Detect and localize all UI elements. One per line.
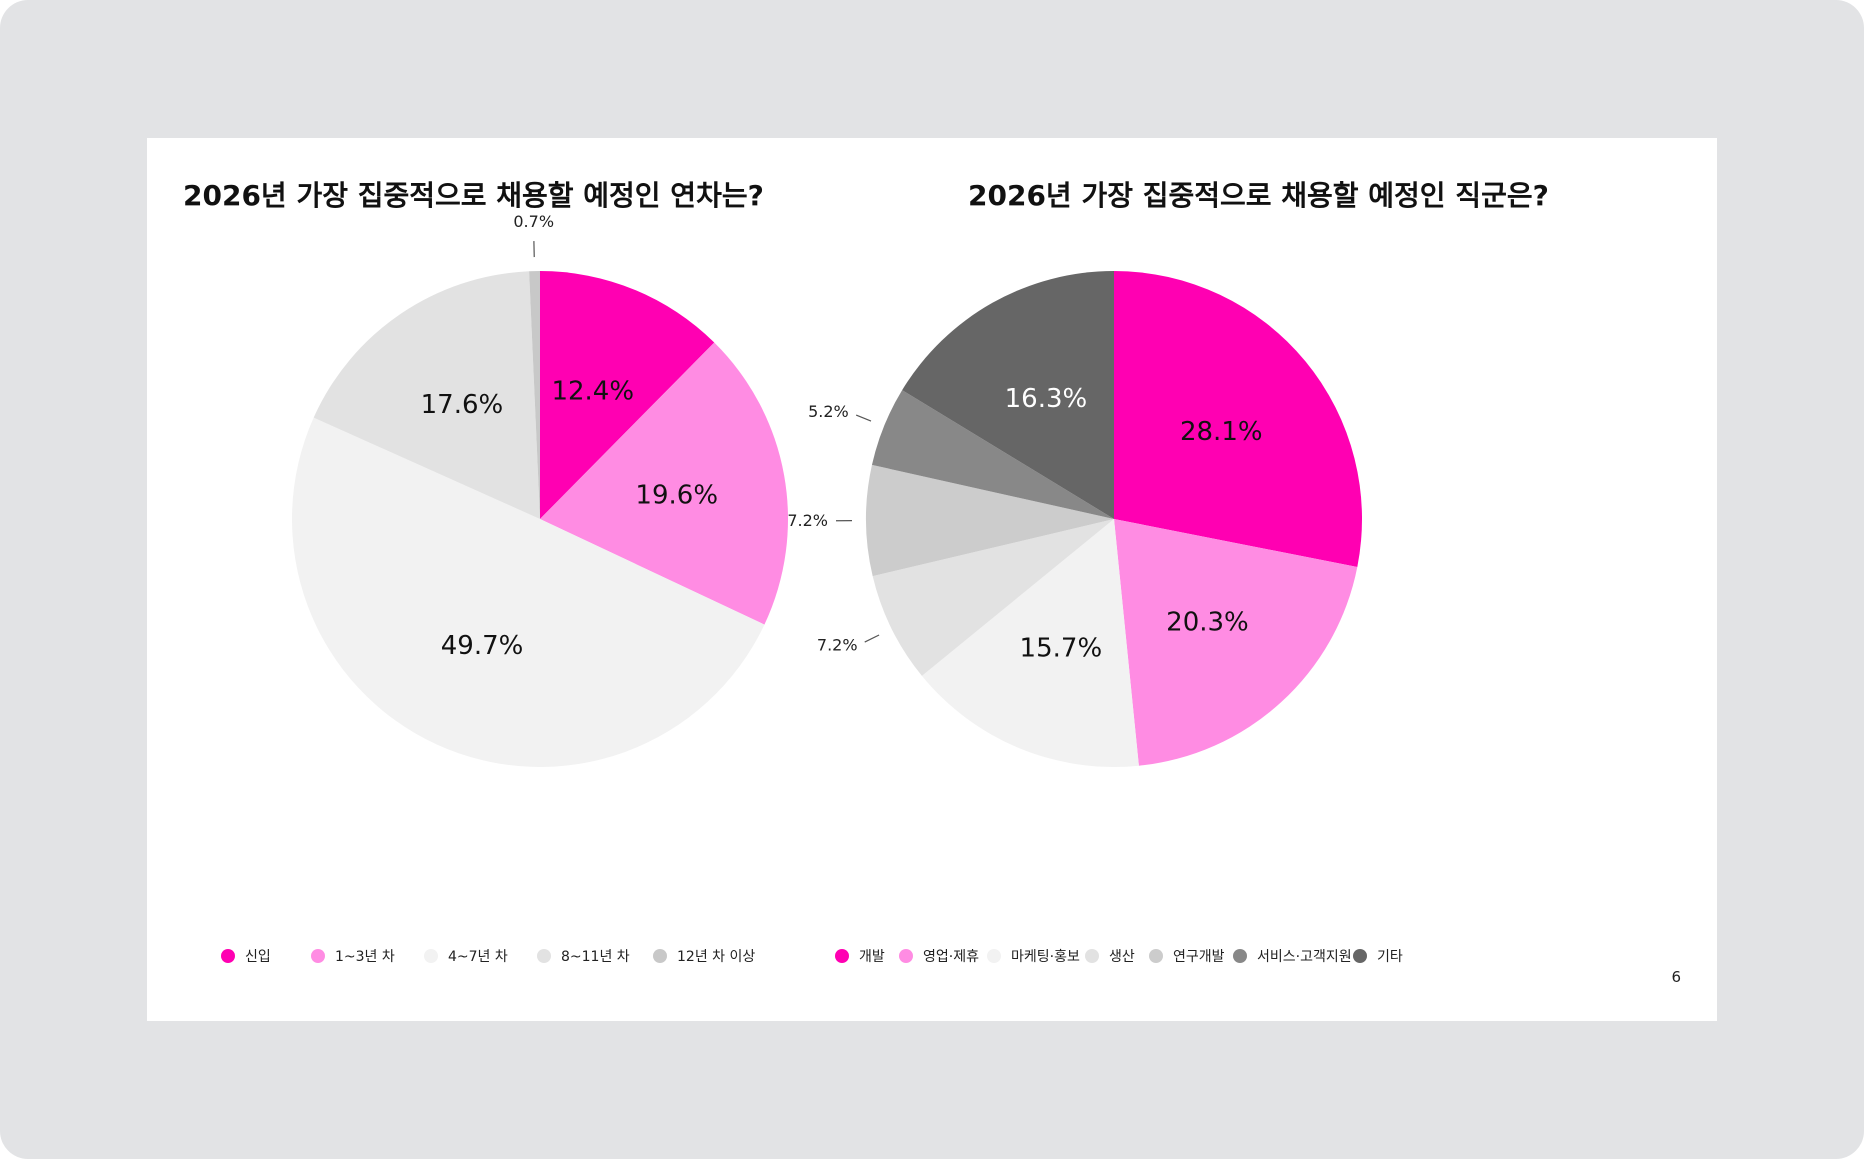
pie-label-job-4: 7.2% [787,511,828,530]
pie-label-experience-4: 0.7% [513,212,554,231]
legend-dot-icon [653,949,667,963]
legend-item-experience-1: 1~3년 차 [311,946,395,966]
page-number: 6 [1671,968,1681,986]
legend-dot-icon [987,949,1001,963]
pie-slice-job-5 [871,390,1114,519]
pie-label-experience-1: 19.6% [635,481,718,511]
legend-label: 영업·제휴 [923,949,979,965]
pie-slice-job-6 [902,270,1114,519]
pie-charts: 12.4% 19.6% 49.7% 17.6% 0.7% 28.1% 20.3% 15.7% 7… [292,212,1362,767]
legend-label: 4~7년 차 [448,949,508,965]
pie-slice-job-0 [1114,271,1362,568]
legend-label: 기타 [1377,949,1403,965]
legend-label: 개발 [859,949,885,965]
pie-leader-line-job-3 [864,634,880,643]
legend-label: 연구개발 [1173,949,1225,965]
pie-slice-experience-4 [529,271,540,519]
pie-label-job-6: 16.3% [1005,384,1088,414]
pie-slice-experience-2 [292,417,765,767]
pie-label-job-5: 5.2% [808,402,849,421]
pie-slice-experience-3 [313,271,540,519]
pie-label-job-0: 28.1% [1180,417,1263,447]
legend-dot-icon [1149,949,1163,963]
legend-item-job-4: 연구개발 [1149,946,1225,966]
legend-dot-icon [1085,949,1099,963]
legend-item-experience-4: 12년 차 이상 [653,946,755,966]
pie-label-job-1: 20.3% [1166,608,1249,638]
legend-dot-icon [899,949,913,963]
legend-dot-icon [1353,949,1367,963]
pie-label-experience-0: 12.4% [551,377,634,407]
legend-label: 서비스·고객지원 [1257,949,1352,965]
legend-label: 8~11년 차 [561,949,630,965]
legend-label: 12년 차 이상 [677,949,756,965]
legend-item-job-0: 개발 [835,946,885,966]
legend-label: 생산 [1109,949,1135,965]
legend-item-experience-0: 신입 [221,946,271,966]
legend-item-job-2: 마케팅·홍보 [987,946,1080,966]
slide: 2026년 가장 집중적으로 채용할 예정인 연차는? 2026년 가장 집중적… [147,138,1717,1021]
legend-label: 마케팅·홍보 [1011,949,1080,965]
legend-dot-icon [537,949,551,963]
chart-title-job-category: 2026년 가장 집중적으로 채용할 예정인 직군은? [968,179,1549,212]
pie-label-experience-2: 49.7% [441,631,524,661]
legend-item-job-5: 서비스·고객지원 [1233,946,1352,966]
legend-item-job-3: 생산 [1085,946,1135,966]
legend-item-experience-3: 8~11년 차 [537,946,630,966]
pie-slice-job-4 [866,464,1114,577]
pie-slice-experience-0 [540,271,715,519]
pie-leader-line-job-5 [855,414,872,422]
pie-slice-job-1 [1114,519,1358,766]
legend-dot-icon [424,949,438,963]
pie-label-experience-3: 17.6% [421,390,504,420]
chart-title-experience: 2026년 가장 집중적으로 채용할 예정인 연차는? [183,179,764,212]
legend-dot-icon [311,949,325,963]
legend-item-job-1: 영업·제휴 [899,946,979,966]
legend-dot-icon [835,949,849,963]
pie-label-job-2: 15.7% [1020,633,1103,663]
pie-slice-job-2 [921,519,1139,767]
legend-label: 1~3년 차 [335,949,395,965]
legend-dot-icon [221,949,235,963]
pie-label-job-3: 7.2% [817,636,858,655]
pie-slice-job-3 [872,519,1114,676]
legend-dot-icon [1233,949,1247,963]
legend-item-experience-2: 4~7년 차 [424,946,508,966]
pie-slice-experience-1 [540,342,788,625]
legend-item-job-6: 기타 [1353,946,1403,966]
legend-label: 신입 [245,949,271,965]
